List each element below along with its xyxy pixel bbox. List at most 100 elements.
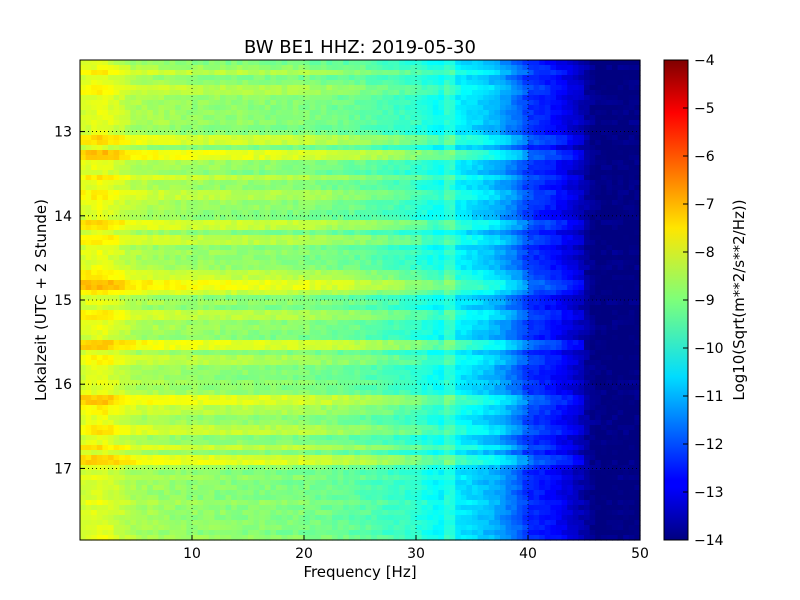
heatmap-cell bbox=[561, 150, 568, 156]
heatmap-cell bbox=[186, 95, 193, 101]
heatmap-cell bbox=[158, 85, 165, 91]
heatmap-cell bbox=[332, 165, 339, 171]
heatmap-cell bbox=[147, 230, 154, 236]
heatmap-cell bbox=[197, 125, 204, 131]
heatmap-cell bbox=[203, 250, 210, 256]
heatmap-cell bbox=[449, 100, 456, 106]
heatmap-cell bbox=[124, 230, 131, 236]
heatmap-cell bbox=[158, 195, 165, 201]
heatmap-cell bbox=[589, 130, 596, 136]
heatmap-cell bbox=[444, 225, 451, 231]
heatmap-cell bbox=[432, 210, 439, 216]
heatmap-cell bbox=[404, 255, 411, 261]
heatmap-cell bbox=[444, 210, 451, 216]
heatmap-cell bbox=[544, 280, 551, 286]
heatmap-cell bbox=[197, 155, 204, 161]
heatmap-cell bbox=[438, 155, 445, 161]
heatmap-cell bbox=[124, 140, 131, 146]
heatmap-cell bbox=[208, 155, 215, 161]
heatmap-cell bbox=[371, 270, 378, 276]
heatmap-cell bbox=[259, 290, 266, 296]
heatmap-cell bbox=[96, 260, 103, 266]
heatmap-cell bbox=[287, 200, 294, 206]
heatmap-cell bbox=[600, 60, 607, 66]
heatmap-cell bbox=[108, 280, 115, 286]
heatmap-cell bbox=[225, 270, 232, 276]
heatmap-cell bbox=[119, 245, 126, 251]
heatmap-cell bbox=[516, 210, 523, 216]
heatmap-cell bbox=[376, 95, 383, 101]
heatmap-cell bbox=[96, 150, 103, 156]
heatmap-cell bbox=[360, 60, 367, 66]
heatmap-cell bbox=[544, 160, 551, 166]
heatmap-cell bbox=[248, 90, 255, 96]
heatmap-cell bbox=[186, 115, 193, 121]
heatmap-cell bbox=[102, 65, 109, 71]
heatmap-cell bbox=[102, 210, 109, 216]
heatmap-cell bbox=[220, 155, 227, 161]
heatmap-cell bbox=[208, 170, 215, 176]
heatmap-cell bbox=[164, 235, 171, 241]
heatmap-cell bbox=[124, 115, 131, 121]
heatmap-cell bbox=[528, 130, 535, 136]
heatmap-cell bbox=[175, 220, 182, 226]
heatmap-cell bbox=[337, 210, 344, 216]
heatmap-cell bbox=[136, 95, 143, 101]
heatmap-cell bbox=[119, 180, 126, 186]
heatmap-cell bbox=[270, 290, 277, 296]
heatmap-cell bbox=[488, 265, 495, 271]
heatmap-cell bbox=[561, 125, 568, 131]
heatmap-cell bbox=[253, 225, 260, 231]
heatmap-cell bbox=[578, 235, 585, 241]
heatmap-cell bbox=[466, 95, 473, 101]
heatmap-cell bbox=[556, 210, 563, 216]
heatmap-cell bbox=[561, 250, 568, 256]
heatmap-cell bbox=[276, 285, 283, 291]
heatmap-cell bbox=[388, 110, 395, 116]
heatmap-cell bbox=[365, 190, 372, 196]
heatmap-cell bbox=[533, 230, 540, 236]
heatmap-cell bbox=[382, 205, 389, 211]
heatmap-cell bbox=[220, 245, 227, 251]
heatmap-cell bbox=[606, 225, 613, 231]
heatmap-cell bbox=[600, 140, 607, 146]
heatmap-cell bbox=[533, 220, 540, 226]
heatmap-cell bbox=[136, 85, 143, 91]
heatmap-cell bbox=[600, 280, 607, 286]
heatmap-cell bbox=[141, 175, 148, 181]
heatmap-cell bbox=[444, 230, 451, 236]
heatmap-cell bbox=[494, 105, 501, 111]
heatmap-cell bbox=[298, 240, 305, 246]
heatmap-cell bbox=[80, 275, 87, 281]
heatmap-cell bbox=[544, 145, 551, 151]
heatmap-cell bbox=[550, 255, 557, 261]
heatmap-cell bbox=[539, 185, 546, 191]
heatmap-cell bbox=[158, 250, 165, 256]
heatmap-cell bbox=[522, 210, 529, 216]
heatmap-cell bbox=[410, 90, 417, 96]
heatmap-cell bbox=[164, 255, 171, 261]
heatmap-cell bbox=[444, 245, 451, 251]
heatmap-cell bbox=[264, 195, 271, 201]
heatmap-cell bbox=[108, 260, 115, 266]
heatmap-cell bbox=[152, 145, 159, 151]
heatmap-cell bbox=[488, 125, 495, 131]
heatmap-cell bbox=[488, 290, 495, 296]
heatmap-cell bbox=[320, 205, 327, 211]
heatmap-cell bbox=[600, 190, 607, 196]
heatmap-cell bbox=[528, 250, 535, 256]
heatmap-cell bbox=[220, 240, 227, 246]
heatmap-cell bbox=[634, 255, 641, 261]
heatmap-cell bbox=[281, 260, 288, 266]
heatmap-cell bbox=[214, 85, 221, 91]
heatmap-cell bbox=[320, 135, 327, 141]
heatmap-cell bbox=[91, 85, 98, 91]
heatmap-cell bbox=[203, 110, 210, 116]
heatmap-cell bbox=[186, 65, 193, 71]
heatmap-cell bbox=[410, 120, 417, 126]
heatmap-cell bbox=[197, 150, 204, 156]
heatmap-cell bbox=[584, 110, 591, 116]
heatmap-cell bbox=[483, 280, 490, 286]
heatmap-cell bbox=[152, 300, 159, 306]
heatmap-cell bbox=[421, 75, 428, 81]
